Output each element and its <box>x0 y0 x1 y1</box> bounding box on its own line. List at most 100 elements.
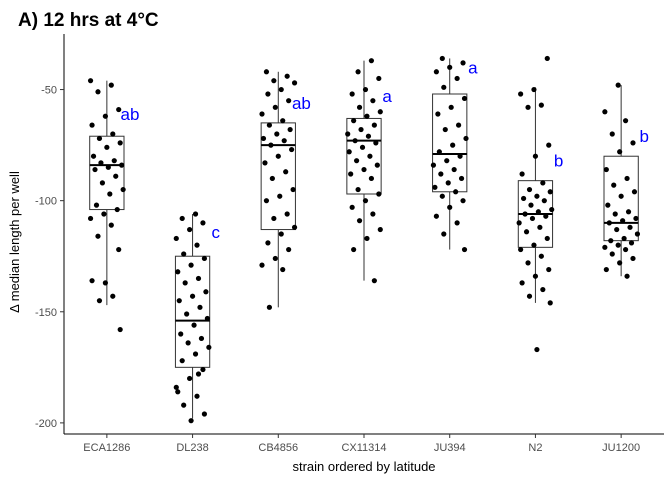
data-point <box>101 211 107 217</box>
data-point <box>454 75 460 82</box>
data-point <box>519 280 525 286</box>
data-point <box>355 186 361 193</box>
data-point <box>373 140 379 146</box>
data-point <box>355 69 361 75</box>
data-point <box>104 144 110 150</box>
data-point <box>528 202 534 208</box>
data-point <box>290 186 296 193</box>
data-point <box>537 224 543 230</box>
data-point <box>259 262 265 268</box>
x-tick-label: JU1200 <box>602 442 640 454</box>
x-tick-label: ECA1286 <box>83 442 130 454</box>
points-ECA1286 <box>87 78 126 333</box>
data-point <box>432 184 438 190</box>
data-point <box>201 255 208 262</box>
data-point <box>547 189 553 195</box>
box-ECA1286 <box>89 80 125 306</box>
data-point <box>271 215 277 222</box>
data-point <box>110 293 116 299</box>
data-point <box>178 331 184 337</box>
data-point <box>96 298 103 304</box>
data-point <box>534 193 540 199</box>
x-tick-label: JU394 <box>434 442 466 454</box>
data-point <box>461 246 468 253</box>
data-point <box>286 98 292 104</box>
data-point <box>611 182 617 188</box>
data-point <box>612 211 618 217</box>
data-point <box>540 286 546 293</box>
data-point <box>433 213 439 219</box>
data-point <box>278 231 284 237</box>
points-CB4856 <box>259 69 298 310</box>
data-point <box>453 189 459 195</box>
y-tick-label: -150 <box>35 307 57 319</box>
data-point <box>606 220 612 226</box>
data-point <box>362 198 369 204</box>
data-point <box>181 251 187 257</box>
data-point <box>368 175 375 182</box>
data-point <box>620 218 626 224</box>
data-point <box>457 153 463 159</box>
data-point <box>463 135 469 142</box>
data-point <box>634 231 641 237</box>
data-point <box>531 242 537 248</box>
significance-letter: b <box>640 127 649 146</box>
data-point <box>621 235 627 242</box>
data-point <box>119 162 125 168</box>
data-point <box>176 298 182 304</box>
data-point <box>603 266 609 273</box>
data-point <box>627 224 633 230</box>
data-point <box>195 371 202 377</box>
data-point <box>518 91 524 97</box>
data-point <box>187 375 193 382</box>
data-point <box>461 95 468 102</box>
data-point <box>173 384 179 390</box>
data-point <box>454 220 460 226</box>
data-point <box>433 69 439 75</box>
data-point <box>448 104 454 110</box>
data-point <box>351 118 357 124</box>
data-point <box>265 91 271 97</box>
data-point <box>356 104 363 110</box>
data-point <box>529 215 536 222</box>
data-point <box>102 280 108 286</box>
data-point <box>618 193 624 199</box>
data-point <box>538 253 544 259</box>
significance-letter: a <box>468 58 478 77</box>
data-point <box>624 175 630 182</box>
data-point <box>376 191 382 197</box>
data-point <box>364 113 370 119</box>
data-point <box>349 91 355 97</box>
data-point <box>108 82 114 88</box>
data-point <box>534 346 540 353</box>
data-point <box>439 193 445 199</box>
data-point <box>351 246 357 253</box>
points-DL238 <box>173 211 212 424</box>
data-point <box>435 111 441 117</box>
data-point <box>630 140 636 146</box>
data-point <box>371 278 377 284</box>
data-point <box>260 135 267 142</box>
data-point <box>116 106 122 113</box>
data-point <box>345 131 351 137</box>
data-point <box>624 273 630 279</box>
data-point <box>283 169 289 175</box>
data-point <box>184 311 190 317</box>
data-point <box>615 242 621 248</box>
data-point <box>609 251 615 257</box>
significance-letter: ab <box>292 94 311 113</box>
data-point <box>630 255 636 262</box>
data-point <box>95 233 101 239</box>
data-point <box>286 246 292 253</box>
data-point <box>265 240 271 246</box>
data-point <box>89 122 95 128</box>
data-point <box>284 73 290 79</box>
chart-title: A) 12 hrs at 4°C <box>18 10 159 31</box>
x-axis-ticks: ECA1286 DL238 CB4856 CX11314 JU394 N2 JU1200 <box>83 434 640 454</box>
data-point <box>117 140 123 146</box>
data-point <box>436 149 442 155</box>
data-point <box>353 158 360 164</box>
data-point <box>602 109 608 115</box>
data-point <box>460 60 466 66</box>
